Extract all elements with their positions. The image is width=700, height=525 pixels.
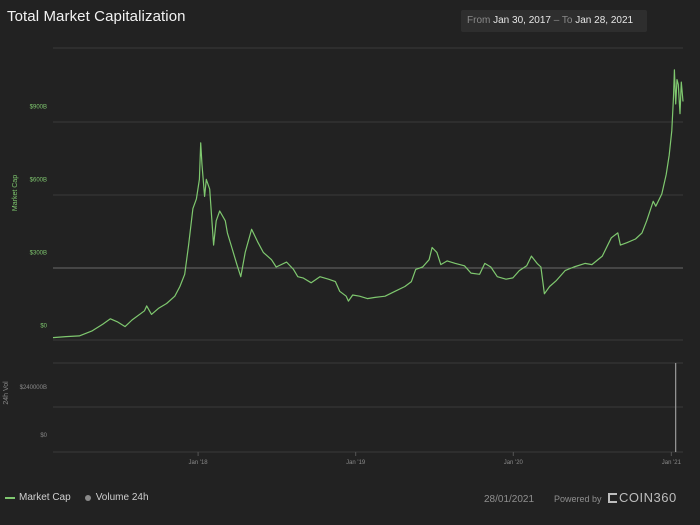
main-y-ticks: $0 $300B $600B $900B [30,104,48,329]
volume-y-tick-label: $0 [40,433,47,439]
range-from-label: From [467,15,491,26]
y-tick-label: $0 [40,323,47,329]
chart-legend: Market Cap Volume 24h [5,492,163,503]
legend-dot-icon [84,494,91,501]
legend-label-market-cap: Market Cap [19,492,71,503]
y-axis-label: Market Cap [12,175,19,211]
x-tick-label: Jan '19 [346,460,366,466]
volume-gridlines [53,362,683,453]
range-to-label: To [561,15,573,26]
volume-bars [675,363,677,452]
x-tick-label: Jan '20 [504,460,524,466]
volume-y-ticks: $0 $240000B [20,385,48,439]
range-to-value: Jan 28, 2021 [575,15,634,26]
volume-axis-label: 24h Vol [3,381,10,405]
x-tick-label: Jan '18 [188,460,208,466]
x-tick-label: Jan '21 [662,460,682,466]
legend-label-volume: Volume 24h [95,492,149,503]
footer-date: 28/01/2021 [484,494,535,505]
legend-line-icon [5,496,15,499]
date-range-picker[interactable]: From Jan 30, 2017 – To Jan 28, 2021 [461,10,647,32]
market-cap-line [52,69,684,339]
main-gridlines [53,47,683,341]
coin360-logo[interactable]: COIN360 [608,490,677,505]
coin360-logo-icon [608,492,617,503]
legend-item-volume[interactable]: Volume 24h [84,492,149,503]
y-tick-label: $900B [30,104,47,110]
page-title: Total Market Capitalization [7,8,186,25]
volume-bar [675,363,677,452]
powered-by-label: Powered by [554,494,602,504]
x-axis-ticks: Jan '18 Jan '19 Jan '20 Jan '21 [188,452,682,466]
y-tick-label: $600B [30,177,47,183]
range-from-value: Jan 30, 2017 [493,15,551,26]
legend-item-market-cap[interactable]: Market Cap [5,492,71,503]
brand-name: COIN360 [619,490,677,505]
y-tick-label: $300B [30,250,47,256]
volume-y-tick-label: $240000B [20,385,47,391]
